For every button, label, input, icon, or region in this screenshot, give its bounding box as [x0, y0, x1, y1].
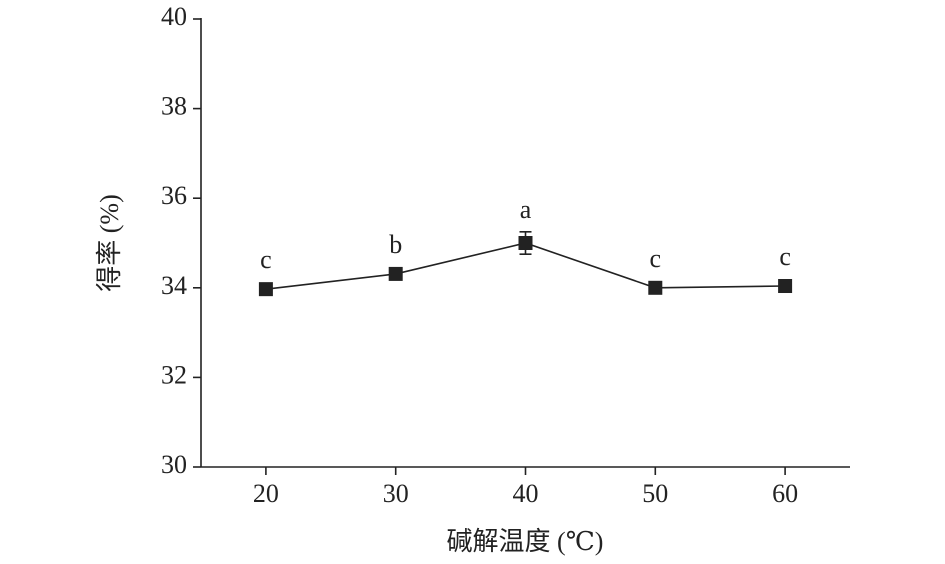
- y-axis-title: 得率 (%): [95, 194, 124, 291]
- x-tick-label: 20: [253, 479, 279, 508]
- x-tick-label: 60: [772, 479, 798, 508]
- x-tick-label: 50: [642, 479, 668, 508]
- point: [778, 279, 793, 294]
- x-tick-label: 40: [513, 479, 539, 508]
- annotation: c: [779, 242, 791, 271]
- annotation: a: [520, 195, 532, 224]
- x-tick-label: 30: [383, 479, 409, 508]
- y-tick-label: 34: [161, 271, 187, 300]
- y-tick-label: 30: [161, 450, 187, 479]
- point: [388, 266, 403, 281]
- annotation: b: [389, 230, 402, 259]
- point: [518, 236, 533, 250]
- annotation: c: [650, 244, 662, 273]
- annotation: c: [260, 245, 272, 274]
- point: [258, 282, 273, 297]
- point: [648, 280, 663, 295]
- y-tick-label: 32: [161, 360, 187, 389]
- y-tick-label: 36: [161, 181, 187, 210]
- y-tick-label: 40: [161, 2, 187, 31]
- y-tick-label: 38: [161, 92, 187, 121]
- x-axis-title: 碱解温度 (℃): [447, 527, 604, 556]
